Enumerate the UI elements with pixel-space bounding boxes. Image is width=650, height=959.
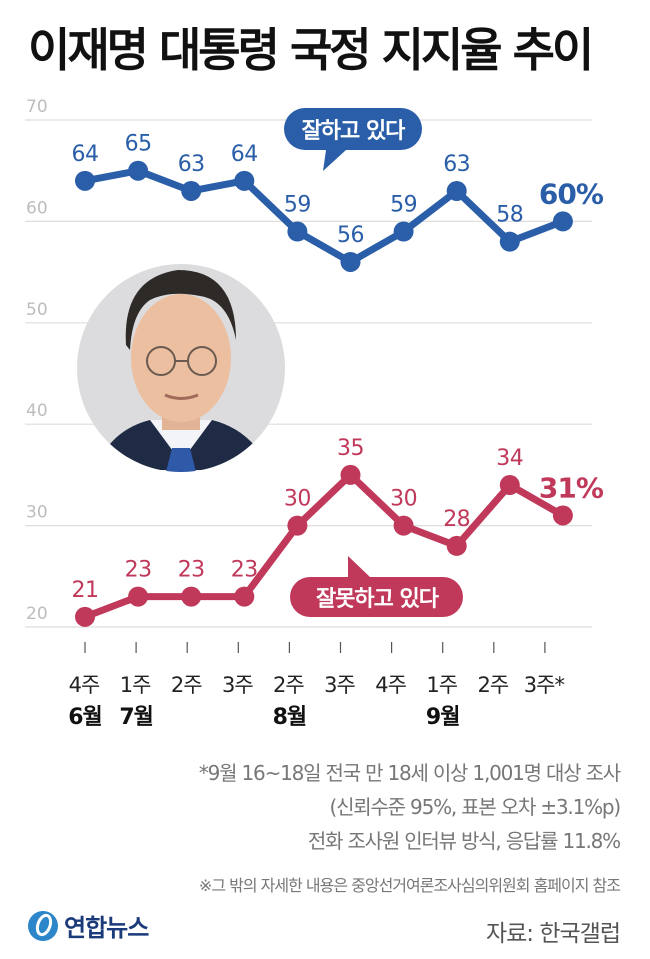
series-group: 64 65 63 64 59 56 59 63 58 60% 21 23 23 23 30 35 30 28 34 3… (72, 132, 605, 627)
x-tick-label: 2주 (273, 673, 304, 697)
data-point (393, 221, 414, 242)
data-point (340, 464, 361, 485)
x-tick-label: 3주 (324, 673, 355, 697)
series-line (83, 471, 565, 621)
callout-approve: 잘하고 있다 (284, 108, 422, 171)
data-point (499, 231, 520, 252)
data-label: 30 (390, 487, 417, 512)
line-chart: 70 60 50 40 30 20 64 65 63 64 59 56 59 63 58 60% 21 23 23… (25, 97, 605, 730)
x-tick-label: 1주 (426, 673, 457, 697)
month-label: 9월 (426, 705, 460, 730)
yonhap-globe-icon (28, 910, 58, 941)
logo-text: 연합뉴스 (64, 914, 149, 942)
data-label: 58 (496, 203, 523, 228)
data-label: 60% (539, 177, 604, 210)
data-point (499, 475, 520, 496)
data-point (75, 170, 95, 191)
data-label: 35 (337, 436, 364, 461)
callout-disapprove-label: 잘못하고 있다 (316, 587, 440, 612)
data-label: 63 (443, 152, 470, 177)
data-label: 64 (231, 142, 258, 167)
x-tick-label: 3주* (524, 673, 565, 697)
data-point (287, 515, 308, 536)
series-approve: 64 65 63 64 59 56 59 63 58 60% (72, 132, 605, 272)
footnote: ※그 밖의 자세한 내용은 중앙선거여론조사심의위원회 홈페이지 참조 (198, 876, 621, 895)
page-title: 이재명 대통령 국정 지지율 추이 (28, 23, 594, 77)
source-credit: 자료: 한국갤럽 (485, 921, 621, 947)
data-point (446, 535, 467, 556)
survey-note-3: 전화 조사원 인터뷰 방식, 응답률 11.8% (307, 829, 621, 853)
x-tick-label: 2주 (171, 673, 202, 697)
callouts: 잘하고 있다 잘못하고 있다 (284, 108, 463, 617)
data-label: 65 (125, 132, 152, 157)
series-line (84, 167, 565, 266)
portrait-mouth (164, 393, 199, 400)
data-label: 59 (390, 193, 417, 218)
portrait-face (131, 294, 231, 422)
x-axis: 4주 1주 2주 3주 2주 3주 4주 1주 2주 3주* 6월 7월 8월 9월 (68, 642, 565, 730)
data-label: 23 (125, 558, 152, 583)
y-axis-ticks: 70 60 50 40 30 20 (26, 97, 48, 624)
data-point (552, 211, 573, 232)
y-tick-label: 30 (26, 503, 48, 523)
month-label: 7월 (119, 705, 153, 730)
portrait-shirt (150, 420, 212, 462)
data-label: 23 (231, 558, 258, 583)
data-point (287, 221, 308, 242)
series-disapprove: 21 23 23 23 30 35 30 28 34 31% (72, 436, 605, 627)
data-label: 28 (443, 507, 470, 532)
data-point (446, 180, 467, 201)
x-tick-label: 3주 (222, 673, 253, 697)
data-label: 30 (284, 487, 311, 512)
data-point (128, 586, 149, 607)
data-label: 21 (72, 578, 99, 603)
month-label: 6월 (68, 705, 102, 730)
y-tick-label: 70 (26, 97, 48, 117)
callout-disapprove: 잘못하고 있다 (290, 556, 463, 617)
data-point (393, 515, 414, 536)
x-tick-label: 4주 (375, 673, 406, 697)
data-point (234, 170, 255, 191)
data-point (181, 180, 202, 201)
x-tick-label: 2주 (477, 673, 508, 697)
portrait-photo (77, 264, 285, 472)
x-tick-label: 4주 (69, 673, 100, 697)
data-point (552, 505, 573, 526)
data-label: 56 (337, 223, 364, 248)
y-tick-label: 50 (26, 300, 48, 320)
data-label: 34 (496, 446, 523, 471)
month-label: 8월 (273, 705, 307, 730)
data-label: 31% (539, 471, 604, 504)
callout-approve-label: 잘하고 있다 (302, 119, 407, 144)
data-point (340, 251, 361, 272)
data-point (181, 586, 202, 607)
data-point (75, 606, 95, 627)
y-tick-label: 60 (26, 198, 48, 218)
data-label: 59 (284, 193, 311, 218)
data-point (128, 160, 149, 181)
portrait-tie (166, 448, 196, 472)
portrait-hair (125, 270, 236, 350)
x-tick-label: 1주 (120, 673, 151, 697)
survey-note-1: *9월 16~18일 전국 만 18세 이상 1,001명 대상 조사 (198, 761, 621, 785)
data-label: 23 (178, 558, 205, 583)
data-label: 64 (72, 142, 99, 167)
yonhap-logo: 연합뉴스 (26, 908, 149, 943)
data-point (234, 586, 255, 607)
survey-note-2: (신뢰수준 95%, 표본 오차 ±3.1%p) (329, 795, 621, 819)
data-label: 63 (178, 152, 205, 177)
y-tick-label: 20 (26, 604, 48, 624)
y-tick-label: 40 (26, 401, 48, 421)
